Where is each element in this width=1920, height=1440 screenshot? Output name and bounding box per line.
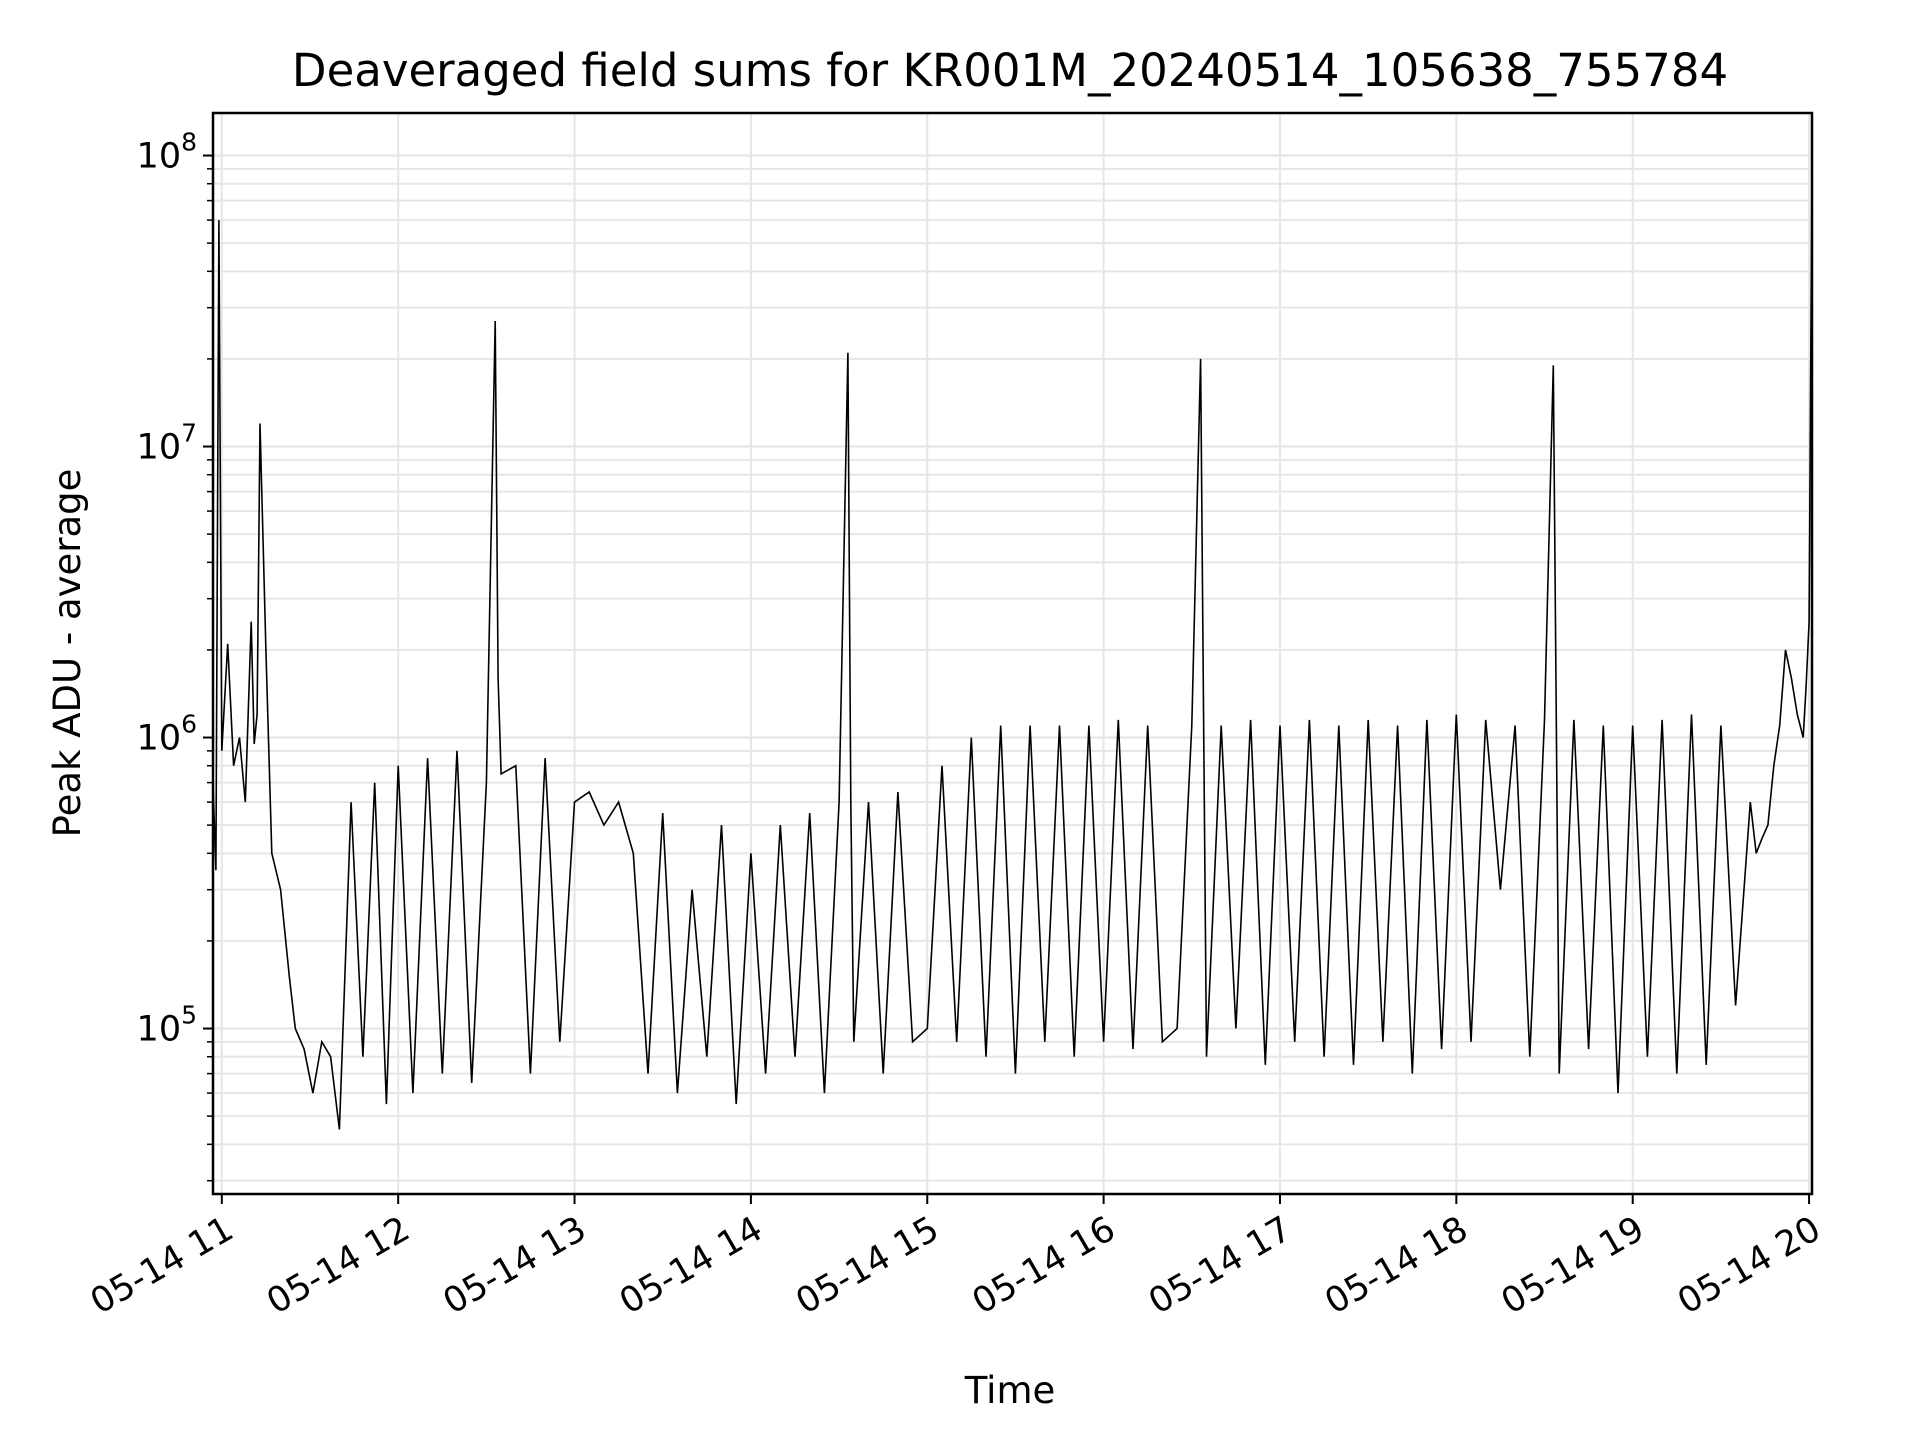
series-line [212,161,1813,1130]
x-tick-label: 05-14 17 [1142,1209,1298,1322]
chart-title: Deaveraged field sums for KR001M_2024051… [292,44,1728,97]
x-tick-label: 05-14 15 [789,1209,945,1322]
y-tick-label: 105 [137,1001,197,1050]
x-axis-label: Time [964,1369,1056,1412]
plot-area [212,161,1813,1130]
x-tick-label: 05-14 13 [437,1209,593,1322]
x-tick-label: 05-14 11 [84,1209,240,1322]
y-axis-label: Peak ADU - average [46,469,89,838]
y-axis-ticks: 105 106 107 108 [137,128,213,1182]
y-tick-label: 108 [137,128,197,177]
plot-frame [211,111,1814,1196]
x-tick-label: 05-14 20 [1671,1209,1827,1322]
x-axis-ticks: 05-14 11 05-14 12 05-14 13 05-14 14 05-14 15… [84,1194,1828,1322]
x-tick-label: 05-14 19 [1495,1209,1651,1322]
y-tick-label: 106 [137,710,197,759]
x-tick-label: 05-14 12 [260,1209,416,1322]
x-tick-label: 05-14 18 [1319,1209,1475,1322]
grid [213,113,1812,1194]
y-tick-label: 107 [137,419,197,468]
x-tick-label: 05-14 14 [613,1209,769,1322]
x-tick-label: 05-14 16 [966,1209,1122,1322]
